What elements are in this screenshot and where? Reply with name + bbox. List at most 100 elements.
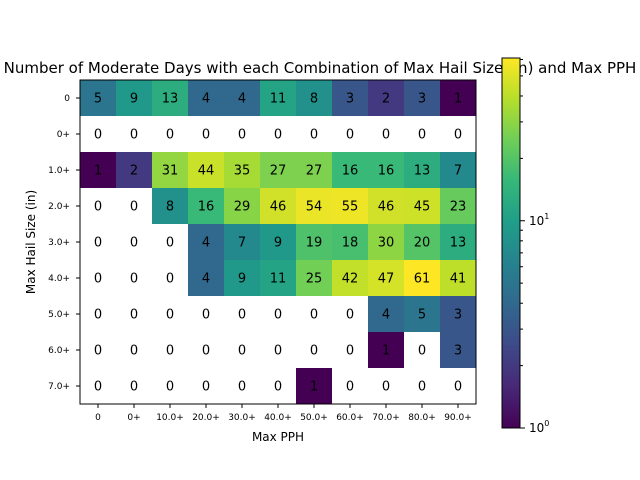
heatmap-cell (368, 116, 404, 152)
cell-value-label: 0 (238, 380, 246, 395)
heatmap-cell (116, 332, 152, 368)
cell-value-label: 0 (274, 128, 282, 143)
cell-value-label: 0 (238, 128, 246, 143)
cell-value-label: 41 (450, 272, 467, 287)
heatmap-cell (332, 224, 368, 260)
heatmap-cell (368, 152, 404, 188)
cell-value-label: 20 (414, 236, 431, 251)
heatmap-cell (80, 368, 116, 404)
heatmap-cell (404, 224, 440, 260)
cell-value-label: 27 (270, 164, 287, 179)
x-axis-label: Max PPH (252, 430, 304, 444)
colorbar-tick-label: 101 (529, 212, 549, 228)
heatmap-cell (188, 80, 224, 116)
cell-value-label: 0 (130, 380, 138, 395)
heatmap-cell (296, 188, 332, 224)
cell-value-label: 27 (306, 164, 323, 179)
cell-value-label: 0 (274, 308, 282, 323)
y-axis-label: Max Hail Size (in) (24, 190, 38, 294)
heatmap-cell (296, 116, 332, 152)
y-tick-label: 5.0+ (48, 310, 70, 320)
x-tick-label: 50.0+ (300, 413, 328, 423)
cell-value-label: 0 (274, 380, 282, 395)
heatmap-cell (116, 188, 152, 224)
heatmap-cell (224, 188, 260, 224)
colorbar-ticks: 100 101 (520, 58, 549, 435)
heatmap-cell (152, 224, 188, 260)
heatmap-cell (224, 116, 260, 152)
heatmap-cell (260, 224, 296, 260)
cell-value-label: 0 (382, 380, 390, 395)
heatmap-cell (80, 116, 116, 152)
cell-value-label: 0 (346, 344, 354, 359)
cell-value-label: 0 (454, 380, 462, 395)
cell-value-label: 7 (238, 236, 246, 251)
heatmap-cell (152, 80, 188, 116)
heatmap-cell (260, 80, 296, 116)
heatmap-cell (152, 296, 188, 332)
heatmap-cell (188, 224, 224, 260)
heatmap-cell (260, 152, 296, 188)
cell-value-label: 0 (166, 272, 174, 287)
heatmap-cells (80, 80, 476, 404)
cell-value-label: 0 (130, 128, 138, 143)
cell-value-label: 3 (454, 308, 462, 323)
heatmap-cell (188, 188, 224, 224)
cell-value-label: 0 (202, 380, 210, 395)
cell-value-label: 0 (166, 344, 174, 359)
y-tick-label: 0+ (57, 130, 70, 140)
cell-value-label: 11 (270, 272, 287, 287)
heatmap-cell (260, 296, 296, 332)
heatmap-cell (440, 368, 476, 404)
heatmap-cell (188, 152, 224, 188)
cell-value-label: 9 (130, 92, 138, 107)
cell-value-label: 4 (202, 92, 210, 107)
cell-value-label: 3 (346, 92, 354, 107)
y-tick-label: 6.0+ (48, 346, 70, 356)
cell-value-label: 0 (94, 344, 102, 359)
heatmap-cell (152, 368, 188, 404)
cell-value-label: 0 (454, 128, 462, 143)
heatmap-cell (368, 188, 404, 224)
cell-value-label: 0 (130, 344, 138, 359)
heatmap-cell (116, 368, 152, 404)
x-tick-label: 40.0+ (264, 413, 292, 423)
heatmap-cell (368, 80, 404, 116)
cell-value-label: 0 (94, 308, 102, 323)
heatmap-cell (116, 296, 152, 332)
heatmap-cell (404, 296, 440, 332)
cell-value-label: 4 (202, 272, 210, 287)
heatmap-cell (260, 368, 296, 404)
heatmap-cell (332, 368, 368, 404)
x-tick-label: 30.0+ (228, 413, 256, 423)
cell-value-label: 16 (378, 164, 395, 179)
cell-value-label: 42 (342, 272, 359, 287)
heatmap-cell (188, 296, 224, 332)
cell-value-label: 0 (94, 380, 102, 395)
cell-value-label: 2 (130, 164, 138, 179)
heatmap-cell (332, 80, 368, 116)
heatmap-cell (224, 368, 260, 404)
heatmap-cell (440, 80, 476, 116)
y-tick-label: 1.0+ (48, 166, 70, 176)
heatmap-cell (152, 188, 188, 224)
heatmap-cell (404, 80, 440, 116)
heatmap-cell (440, 332, 476, 368)
heatmap-cell (296, 296, 332, 332)
cell-value-label: 5 (418, 308, 426, 323)
heatmap-cell (80, 152, 116, 188)
cell-value-label: 0 (346, 128, 354, 143)
cell-value-label: 45 (414, 200, 431, 215)
heatmap-cell (80, 296, 116, 332)
heatmap-cell (440, 296, 476, 332)
x-tick-label: 0 (95, 413, 101, 423)
cell-value-label: 0 (202, 308, 210, 323)
heatmap-cell (332, 332, 368, 368)
cell-value-label: 1 (310, 380, 318, 395)
cell-value-label: 29 (234, 200, 251, 215)
cell-value-label: 8 (166, 200, 174, 215)
cell-value-label: 0 (130, 200, 138, 215)
cell-value-label: 25 (306, 272, 323, 287)
cell-value-label: 9 (238, 272, 246, 287)
